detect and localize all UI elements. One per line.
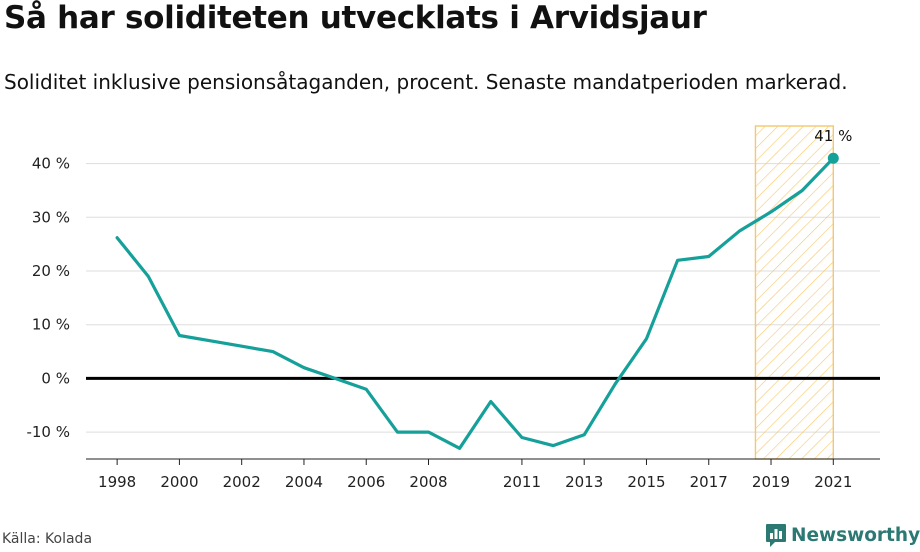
line-chart: -10 % 0 % 10 % 20 % 30 % 40 % 1998 2000 2002 200… [26,125,880,491]
x-tick-label: 2011 [503,473,541,491]
x-tick-label: 2002 [223,473,261,491]
x-tick-label: 2004 [285,473,323,491]
y-tick-label: 40 % [32,155,70,173]
y-tick-label: -10 % [26,423,70,441]
end-value-label: 41 % [814,127,852,145]
chart-subtitle: Soliditet inklusive pensionsåtaganden, p… [4,70,848,94]
x-tick-label: 1998 [98,473,136,491]
x-tick-label: 2008 [409,473,447,491]
y-tick-label: 30 % [32,208,70,226]
y-tick-label: 20 % [32,262,70,280]
x-tick-label: 2000 [160,473,198,491]
x-tick-label: 2019 [752,473,790,491]
series-line [115,156,835,450]
highlight-period [754,125,834,460]
y-tick-label: 0 % [41,369,70,387]
newsworthy-logo: Newsworthy [765,520,920,550]
x-tick-label: 2006 [347,473,385,491]
x-tick-label: 2015 [627,473,665,491]
x-tick-label: 2017 [690,473,728,491]
brand-name: Newsworthy [791,524,920,546]
y-tick-label: 10 % [32,316,70,334]
x-tick-label: 2021 [814,473,852,491]
bar-chart-icon [766,524,786,547]
x-tick-label: 2013 [565,473,603,491]
chart-title: Så har soliditeten utvecklats i Arvidsja… [4,0,707,36]
source-note: Källa: Kolada [2,531,93,547]
end-point [827,152,839,164]
